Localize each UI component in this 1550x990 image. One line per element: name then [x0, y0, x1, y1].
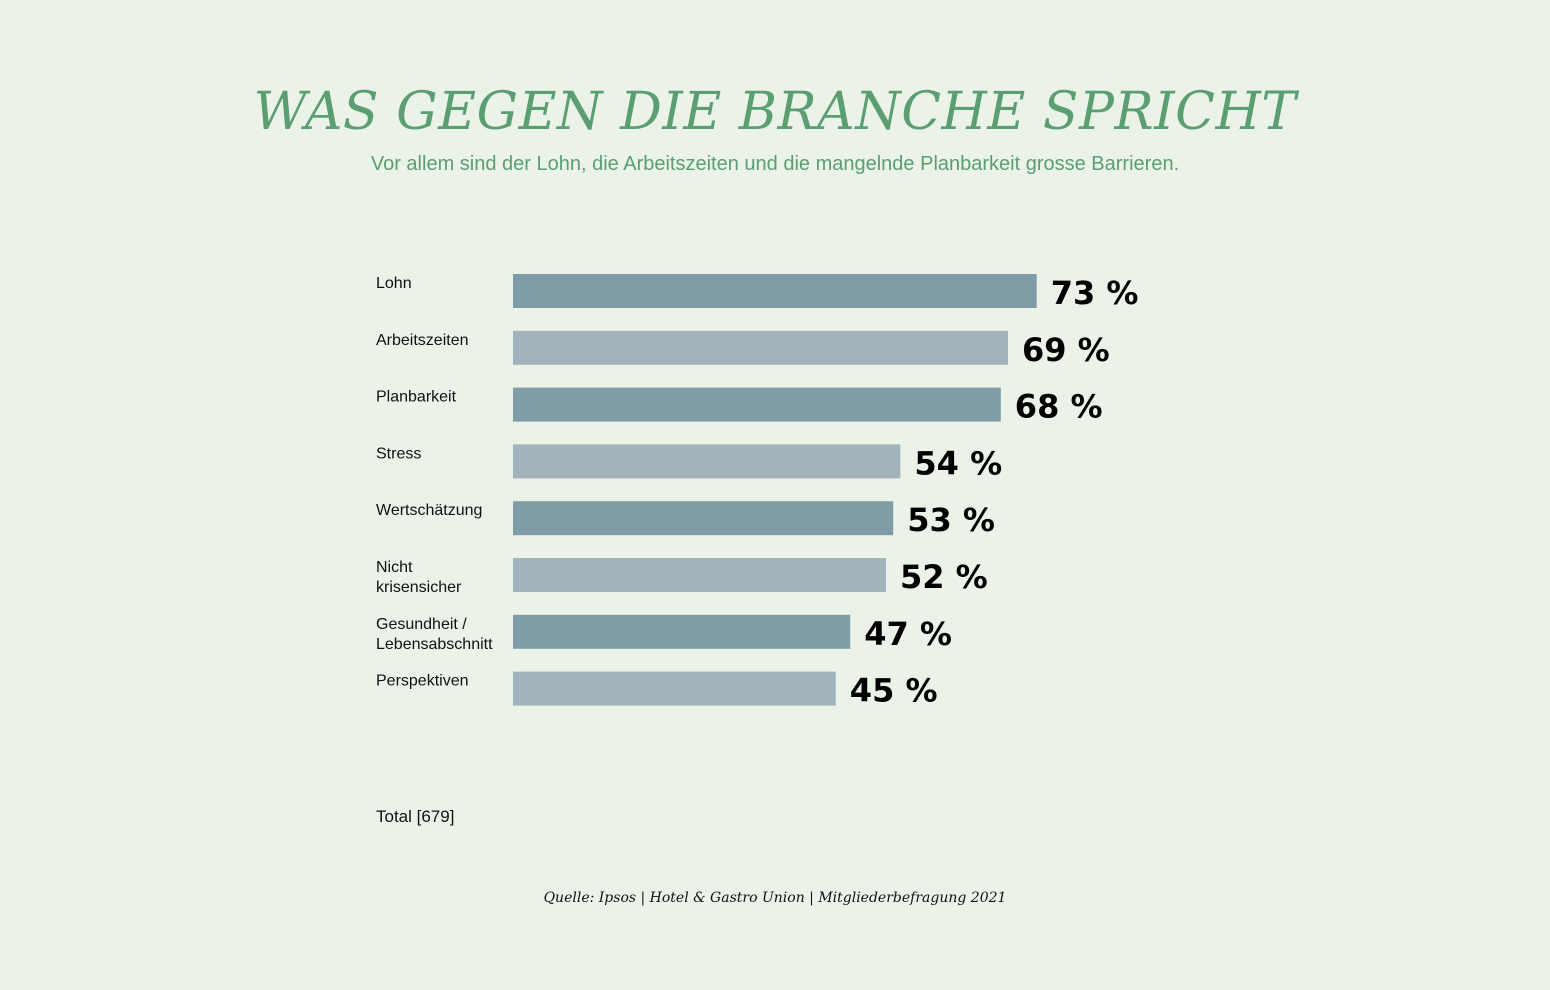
category-label: Stress	[376, 445, 421, 462]
chart-title: WAS GEGEN DIE BRANCHE SPRICHT	[253, 82, 1297, 142]
category-label: Lohn	[376, 275, 412, 292]
bar	[513, 330, 1008, 365]
category-label-line: Gesundheit /	[376, 616, 467, 633]
value-label: 47 %	[864, 615, 952, 653]
bar	[513, 274, 1037, 308]
category-label-line: Arbeitszeiten	[376, 332, 469, 349]
category-label-line: Lebensabschnitt	[376, 636, 493, 653]
value-label: 52 %	[900, 558, 988, 596]
category-label-line: Wertschätzung	[376, 502, 482, 519]
bar	[513, 444, 901, 479]
bar	[513, 671, 836, 706]
category-label-line: Stress	[376, 445, 421, 462]
value-label: 68 %	[1015, 388, 1103, 426]
value-label: 54 %	[914, 444, 1002, 482]
total-sample-size: Total [679]	[376, 807, 455, 826]
category-label: Wertschätzung	[376, 502, 482, 519]
bar	[513, 614, 851, 649]
bar	[513, 501, 894, 536]
category-label-line: Perspektiven	[376, 673, 469, 690]
category-label: Perspektiven	[376, 673, 469, 690]
category-label: Nicht krisensicher	[376, 559, 462, 596]
category-label-line: Planbarkeit	[376, 389, 457, 406]
category-label: Arbeitszeiten	[376, 332, 469, 349]
bar	[513, 558, 886, 592]
value-label: 73 %	[1051, 274, 1139, 312]
category-label: Planbarkeit	[376, 389, 457, 406]
value-label: 53 %	[907, 501, 995, 539]
value-label: 45 %	[850, 672, 938, 710]
category-label-line: Nicht	[376, 559, 413, 576]
value-label: 69 %	[1022, 331, 1110, 369]
category-label: Gesundheit / Lebensabschnitt	[376, 616, 493, 653]
source-note: Quelle: Ipsos | Hotel & Gastro Union | M…	[543, 890, 1007, 906]
bar	[513, 387, 1001, 422]
chart-subtitle: Vor allem sind der Lohn, die Arbeitszeit…	[370, 153, 1180, 175]
category-label-line: Lohn	[376, 275, 412, 292]
category-label-line: krisensicher	[376, 579, 462, 596]
